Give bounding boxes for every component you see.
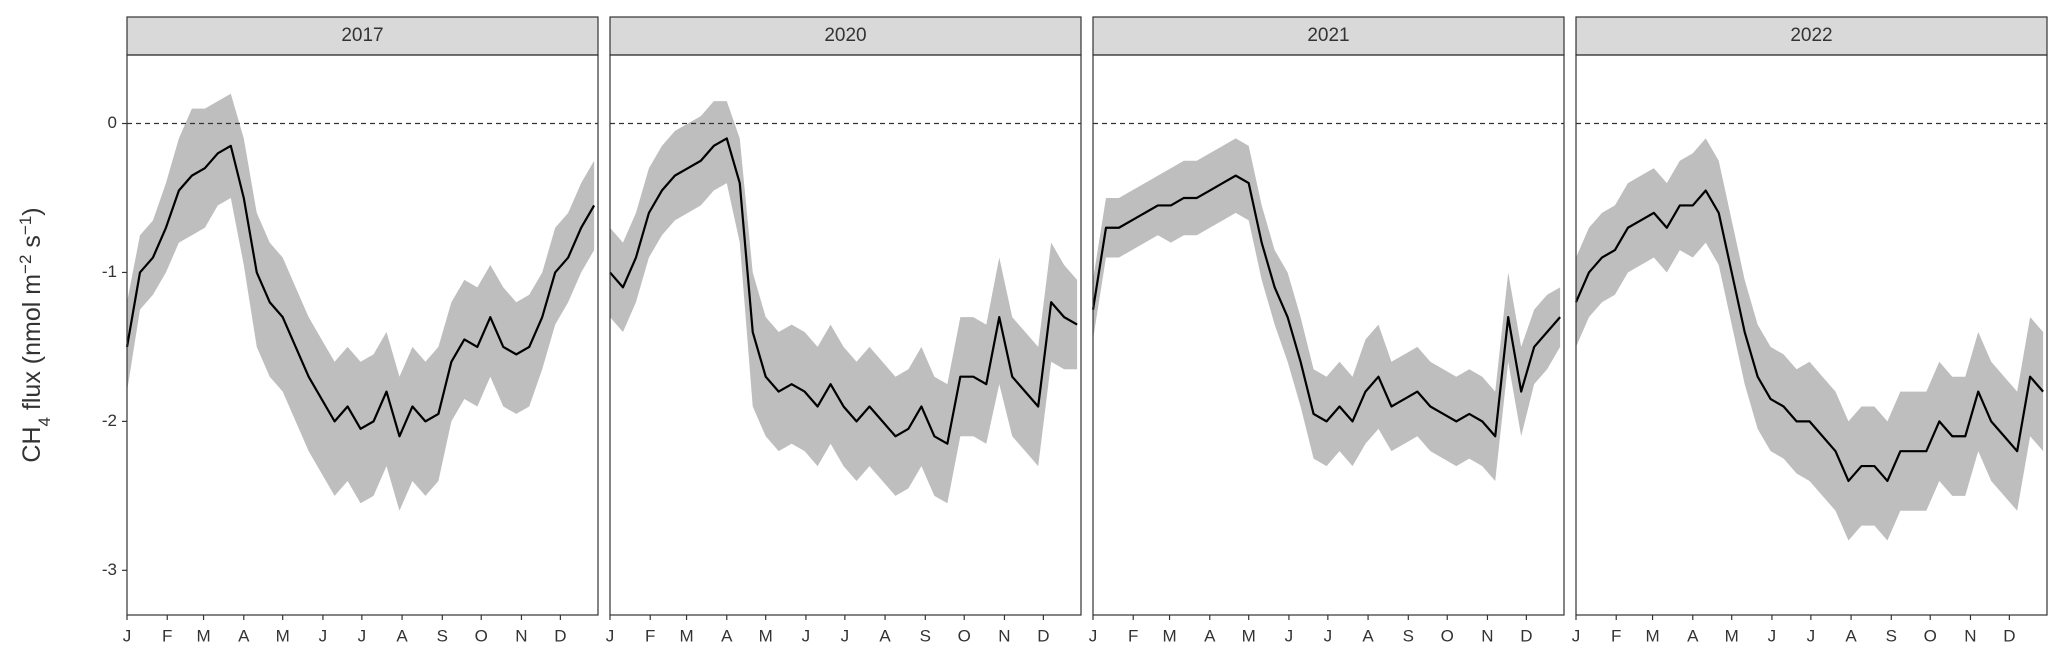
x-tick-label: N xyxy=(1964,626,1976,645)
flux-line xyxy=(1091,174,1561,438)
x-tick-label: D xyxy=(554,626,566,645)
flux-line xyxy=(1574,189,2044,483)
x-tick-label: F xyxy=(1611,626,1621,645)
x-tick-label: D xyxy=(1520,626,1532,645)
x-tick-label: A xyxy=(1362,626,1374,645)
x-tick-label: F xyxy=(162,626,172,645)
x-tick-label: A xyxy=(396,626,408,645)
x-tick-label: M xyxy=(1645,626,1659,645)
flux-line xyxy=(609,137,1078,445)
x-tick-label: N xyxy=(1481,626,1493,645)
x-tick-label: J xyxy=(1807,626,1816,645)
x-tick-label: D xyxy=(1037,626,1049,645)
x-tick-label: M xyxy=(759,626,773,645)
strip xyxy=(126,16,599,56)
x-tick-label: J xyxy=(358,626,367,645)
x-tick-label: J xyxy=(123,626,132,645)
panel-border xyxy=(609,54,1082,616)
strip xyxy=(1575,16,2048,56)
y-label-part: −2 xyxy=(16,255,35,274)
x-tick-label: O xyxy=(1924,626,1937,645)
y-label-part: ) xyxy=(18,207,46,215)
x-tick-label: J xyxy=(841,626,850,645)
x-tick-label: J xyxy=(1572,626,1581,645)
x-tick-label: S xyxy=(1403,626,1414,645)
confidence-band xyxy=(1093,138,1561,481)
y-tick-label: -2 xyxy=(102,411,117,430)
x-tick-label: J xyxy=(1285,626,1294,645)
x-tick-label: D xyxy=(2003,626,2015,645)
panel-title: 2017 xyxy=(341,25,383,46)
y-tick-label: 0 xyxy=(108,113,117,132)
x-tick-label: N xyxy=(998,626,1010,645)
y-label-part: CH xyxy=(18,427,46,463)
y-tick-label: -3 xyxy=(102,560,117,579)
y-tick-label: -1 xyxy=(102,262,117,281)
x-tick-label: M xyxy=(196,626,210,645)
x-tick-label: S xyxy=(1886,626,1897,645)
x-tick-label: A xyxy=(238,626,250,645)
x-tick-label: J xyxy=(606,626,615,645)
x-tick-label: O xyxy=(475,626,488,645)
y-label-part: −1 xyxy=(16,216,35,235)
confidence-band xyxy=(1576,138,2044,541)
x-tick-label: A xyxy=(1687,626,1699,645)
x-tick-label: J xyxy=(802,626,811,645)
confidence-band xyxy=(610,101,1078,504)
y-label-part: 4 xyxy=(35,417,54,426)
x-tick-label: M xyxy=(1162,626,1176,645)
x-tick-label: O xyxy=(958,626,971,645)
confidence-band xyxy=(127,93,595,511)
panel-border xyxy=(126,54,599,616)
strip xyxy=(1092,16,1565,56)
x-tick-label: M xyxy=(276,626,290,645)
panel-title: 2020 xyxy=(824,25,866,46)
x-tick-label: J xyxy=(1768,626,1777,645)
x-tick-label: J xyxy=(319,626,328,645)
y-axis-label: CH4 flux (nmol m−2 s−1) xyxy=(16,207,54,462)
y-label-part: s xyxy=(18,235,46,254)
x-tick-label: M xyxy=(679,626,693,645)
x-tick-label: N xyxy=(515,626,527,645)
x-tick-label: J xyxy=(1324,626,1333,645)
x-tick-label: F xyxy=(645,626,655,645)
x-tick-label: S xyxy=(437,626,448,645)
x-tick-label: M xyxy=(1725,626,1739,645)
x-tick-label: M xyxy=(1242,626,1256,645)
x-tick-label: A xyxy=(879,626,891,645)
x-tick-label: S xyxy=(920,626,931,645)
x-tick-label: J xyxy=(1089,626,1098,645)
panel-border xyxy=(1575,54,2048,616)
y-label-part: flux (nmol m xyxy=(18,274,46,417)
x-tick-label: F xyxy=(1128,626,1138,645)
panel-border xyxy=(1092,54,1565,616)
x-tick-label: A xyxy=(721,626,733,645)
strip xyxy=(609,16,1082,56)
flux-line xyxy=(125,144,596,438)
panel-title: 2021 xyxy=(1307,25,1349,46)
x-tick-label: O xyxy=(1441,626,1454,645)
x-tick-label: A xyxy=(1204,626,1216,645)
x-tick-label: A xyxy=(1845,626,1857,645)
panel-title: 2022 xyxy=(1790,25,1832,46)
